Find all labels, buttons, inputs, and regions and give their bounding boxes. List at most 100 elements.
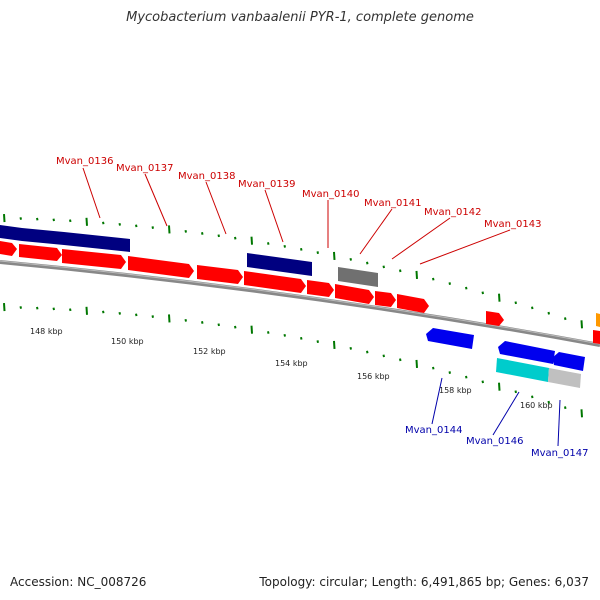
gene-label[interactable]: Mvan_0139: [238, 179, 295, 190]
major-tick: [250, 325, 253, 334]
minor-tick: [481, 291, 484, 295]
minor-tick: [217, 234, 220, 238]
gene-feature: [128, 256, 194, 278]
minor-tick: [564, 317, 567, 321]
leader-line: [557, 399, 561, 447]
major-tick: [3, 214, 6, 223]
gene-feature: [596, 313, 600, 327]
major-tick: [498, 382, 501, 391]
gene-label[interactable]: Mvan_0137: [116, 163, 173, 174]
leader-line: [391, 217, 451, 260]
minor-tick: [432, 277, 435, 281]
gene-label[interactable]: Mvan_0141: [364, 198, 421, 209]
genome-summary: Topology: circular; Length: 6,491,865 bp…: [259, 575, 589, 589]
minor-tick: [52, 307, 55, 311]
kbp-label: 148 kbp: [30, 327, 63, 336]
gene-label[interactable]: Mvan_0138: [178, 171, 235, 182]
minor-tick: [201, 321, 204, 324]
minor-tick: [19, 217, 22, 220]
gene-feature: [397, 294, 429, 313]
rna-track: [496, 358, 581, 388]
outer-other-track: [0, 225, 378, 287]
minor-tick: [531, 306, 534, 310]
minor-tick: [19, 306, 22, 309]
misc-feature: [548, 368, 581, 388]
minor-tick: [36, 217, 39, 221]
minor-tick: [118, 222, 121, 226]
bottom-gene-labels: Mvan_0144 Mvan_0146 Mvan_0147: [405, 377, 588, 459]
minor-tick: [300, 247, 303, 251]
map-title: Mycobacterium vanbaalenii PYR-1, complet…: [126, 10, 474, 25]
minor-tick: [102, 310, 105, 314]
gene-feature: [307, 280, 334, 297]
gene-feature: [593, 330, 600, 344]
major-tick: [333, 251, 336, 260]
gene-label[interactable]: Mvan_0142: [424, 207, 481, 218]
gene-feature: [375, 291, 396, 307]
minor-tick: [52, 218, 55, 222]
minor-tick: [316, 251, 319, 254]
minor-tick: [349, 347, 352, 350]
minor-tick: [448, 282, 451, 285]
gene-feature: [0, 241, 17, 256]
minor-tick: [300, 336, 303, 340]
lower-tick-row: [3, 303, 583, 418]
minor-tick: [514, 301, 517, 305]
major-tick: [250, 236, 253, 245]
leader-line: [492, 391, 520, 436]
minor-tick: [36, 306, 39, 310]
gene-feature: [244, 271, 306, 293]
major-tick: [580, 409, 583, 418]
gene-label[interactable]: Mvan_0146: [466, 436, 523, 447]
minor-tick: [102, 221, 105, 225]
minor-tick: [135, 224, 138, 228]
minor-tick: [267, 331, 270, 334]
gene-feature: [552, 352, 585, 371]
minor-tick: [217, 323, 220, 327]
minor-tick: [135, 313, 138, 317]
kbp-label: 150 kbp: [111, 337, 144, 346]
gene-feature: [338, 267, 378, 287]
minor-tick: [547, 400, 550, 404]
major-tick: [580, 320, 583, 329]
gene-label[interactable]: Mvan_0147: [531, 448, 588, 459]
minor-tick: [118, 311, 121, 315]
gene-label[interactable]: Mvan_0136: [56, 156, 113, 167]
accession-label: Accession: NC_008726: [10, 575, 147, 589]
leader-line: [359, 208, 393, 255]
genome-backbone-highlight: [0, 260, 600, 345]
genome-backbone: [0, 260, 600, 347]
minor-tick: [399, 269, 402, 273]
major-tick: [415, 270, 418, 279]
major-tick: [168, 225, 171, 234]
minor-tick: [184, 229, 187, 233]
minor-tick: [151, 315, 154, 318]
minor-tick: [366, 261, 369, 265]
kbp-label: 154 kbp: [275, 359, 308, 368]
gene-label[interactable]: Mvan_0143: [484, 219, 541, 230]
gene-label[interactable]: Mvan_0140: [302, 189, 359, 200]
reverse-gene-track: [426, 328, 585, 371]
gene-feature: [426, 328, 474, 349]
gene-feature: [62, 249, 126, 269]
minor-tick: [366, 350, 369, 354]
kbp-label: 158 kbp: [439, 386, 472, 395]
major-tick: [85, 306, 88, 315]
minor-tick: [283, 333, 286, 337]
minor-tick: [234, 325, 237, 329]
minor-tick: [448, 371, 451, 374]
upper-tick-row: [3, 214, 583, 329]
gene-feature: [197, 265, 243, 284]
gene-feature: [335, 284, 374, 304]
gene-label[interactable]: Mvan_0144: [405, 425, 462, 436]
minor-tick: [184, 318, 187, 322]
gene-feature: [486, 311, 504, 326]
kbp-label: 160 kbp: [520, 401, 553, 410]
minor-tick: [465, 375, 468, 379]
minor-tick: [531, 395, 534, 399]
minor-tick: [201, 232, 204, 235]
major-tick: [85, 217, 88, 226]
minor-tick: [267, 242, 270, 245]
minor-tick: [283, 244, 286, 248]
